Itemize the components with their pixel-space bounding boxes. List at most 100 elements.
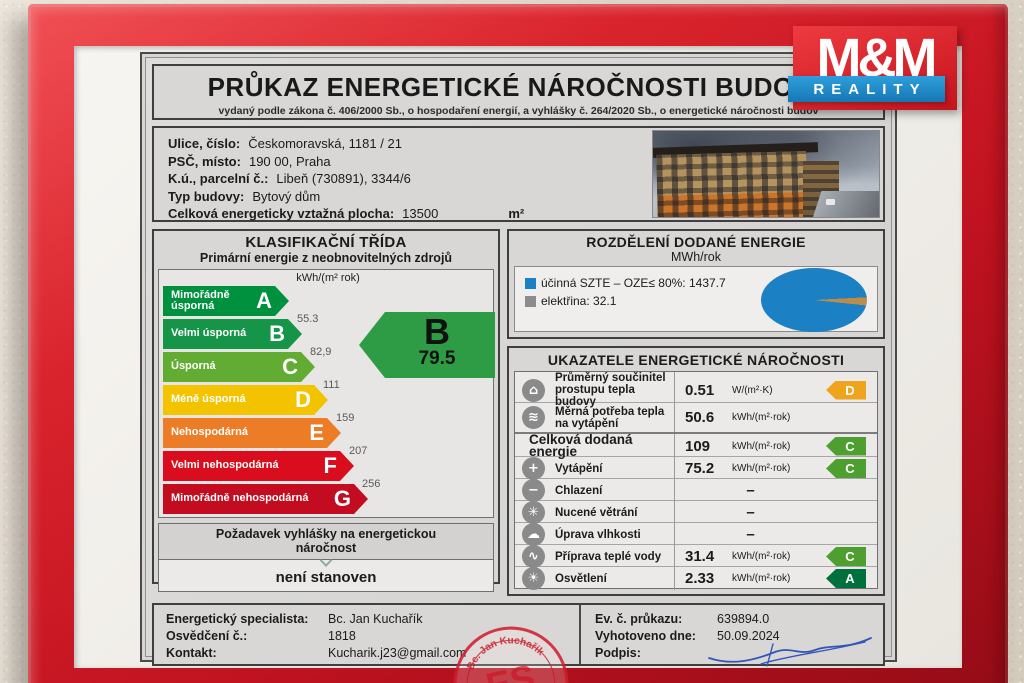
page-title: PRŮKAZ ENERGETICKÉ NÁROČNOSTI BUDOVY (207, 72, 830, 102)
classification-title: KLASIFIKAČNÍ TŘÍDA (245, 234, 407, 251)
delivered-energy-panel: ROZDĚLENÍ DODANÉ ENERGIE MWh/rok účinná … (507, 229, 885, 339)
info-row: PSČ, místo: 190 00, Praha (168, 153, 648, 171)
indicator-value: 50.6 (674, 403, 732, 432)
info-value: Českomoravská, 1181 / 21 (248, 136, 402, 151)
photo-facade (656, 151, 808, 217)
legend-label: účinná SZTE – OZE≤ 80%: 1437.7 (541, 276, 726, 290)
band-label: Méně úsporná (171, 393, 246, 406)
footer-label: Vyhotoveno dne: (595, 629, 696, 643)
energy-class-band-d: Méně úsporná D (163, 385, 328, 415)
indicator-label: Příprava teplé vody (555, 550, 662, 563)
band-label: Úsporná (171, 360, 216, 373)
table-row: + Vytápění 75.2 kWh/(m²·rok) C (515, 456, 877, 480)
requirement-label: Požadavek vyhlášky na energetickou nároč… (159, 524, 493, 560)
energy-rating-arrow: B 79.5 (359, 312, 495, 378)
footer-row: Vyhotoveno dne: 50.09.2024 (595, 628, 873, 645)
footer-value: Bc. Jan Kuchařík (328, 612, 423, 626)
classification-panel: KLASIFIKAČNÍ TŘÍDA Primární energie z ne… (152, 229, 500, 592)
energy-class-row-c: Úsporná C 111 (163, 352, 493, 391)
energy-class-row-b: Velmi úsporná B 82,9 (163, 319, 493, 358)
legend-item: účinná SZTE – OZE≤ 80%: 1437.7 (525, 276, 877, 290)
class-badge-d: D (826, 380, 866, 400)
indicator-value: 75.2 (674, 457, 732, 480)
band-label: Mimořádně úsporná (171, 288, 230, 312)
indicator-value: 2.33 (674, 567, 732, 590)
reality-banner: REALITY (788, 76, 945, 102)
building-photo (652, 130, 880, 218)
certificate-header: PRŮKAZ ENERGETICKÉ NÁROČNOSTI BUDOVY vyd… (152, 64, 885, 120)
band-letter: C (282, 354, 298, 379)
building-info-box: Ulice, číslo: Českomoravská, 1181 / 21 PS… (152, 126, 885, 222)
hot-water-icon: ∿ (522, 545, 545, 568)
indicators-title: UKAZATELE ENERGETICKÉ NÁROČNOSTI (547, 352, 845, 368)
info-label: PSČ, místo: (168, 153, 241, 169)
band-label: Mimořádně nehospodárná (171, 492, 309, 505)
delivered-energy-title: ROZDĚLENÍ DODANÉ ENERGIE (586, 234, 806, 250)
heating-demand-icon: ≋ (522, 406, 545, 429)
energy-certificate: PRŮKAZ ENERGETICKÉ NÁROČNOSTI BUDOVY vyd… (140, 52, 897, 683)
footer-row: Energetický specialista: Bc. Jan Kuchařík (166, 611, 569, 628)
band-threshold: 111 (323, 379, 340, 391)
requirement-box: Požadavek vyhlášky na energetickou nároč… (158, 523, 494, 592)
footer-label: Energetický specialista: (166, 612, 309, 626)
indicator-label: Celková dodaná energie (529, 432, 633, 459)
class-badge-c: C (826, 547, 866, 566)
issue-block: Ev. č. průkazu: 639894.0 Vyhotoveno dne: 5… (579, 605, 883, 667)
legend-label: elektřina: 32.1 (541, 294, 617, 308)
rating-value: 79.5 (418, 348, 456, 369)
photo-van (826, 199, 835, 205)
delivered-energy-header: ROZDĚLENÍ DODANÉ ENERGIE MWh/rok (509, 231, 883, 264)
house-u-icon: ⌂ (522, 378, 545, 402)
thermometer-plus-icon: + (522, 457, 545, 480)
band-label: Nehospodárná (171, 426, 249, 439)
classification-header: KLASIFIKAČNÍ TŘÍDA Primární energie z ne… (154, 231, 498, 267)
info-label: K.ú., parcelní č.: (168, 171, 269, 186)
indicator-unit: kWh/(m²·rok) (732, 573, 791, 584)
indicator-label: Průměrný součinitel prostupu tepla budov… (555, 372, 666, 408)
legend-swatch-gray (525, 295, 536, 307)
table-row: ∿ Příprava teplé vody 31.4 kWh/(m²·rok) … (515, 544, 877, 568)
indicators-table: ⌂ Průměrný součinitel prostupu tepla bud… (514, 371, 878, 590)
band-letter: B (269, 321, 285, 346)
footer-row: Podpis: (595, 645, 873, 662)
band-letter: G (333, 486, 351, 511)
thermometer-minus-icon: − (522, 479, 545, 502)
indicator-unit: kWh/(m²·rok) (732, 412, 791, 423)
band-letter: F (323, 453, 337, 478)
info-label: Typ budovy: (168, 188, 245, 204)
band-threshold: 55.3 (297, 313, 319, 325)
energy-class-band-a: Mimořádně úsporná A (163, 286, 289, 316)
specialist-block: Energetický specialista: Bc. Jan Kuchařík… (154, 605, 579, 664)
classification-subtitle: Primární energie z neobnovitelných zdroj… (199, 251, 453, 265)
band-threshold: 82,9 (310, 346, 332, 358)
info-value: Bytový dům (252, 188, 321, 204)
footer-row: Ev. č. průkazu: 639894.0 (595, 611, 873, 628)
table-row: ☁ Úprava vlhkosti – (515, 522, 877, 546)
page-subtitle: vydaný podle zákona č. 406/2000 Sb., o h… (218, 105, 819, 117)
footer-label: Ev. č. průkazu: (595, 612, 683, 626)
indicator-unit: kWh/(m²·rok) (732, 463, 791, 474)
class-badge-c: C (826, 436, 866, 456)
band-label: Velmi nehospodárná (171, 459, 279, 472)
indicator-unit: kWh/(m²·rok) (732, 440, 791, 452)
footer-value: 50.09.2024 (717, 629, 780, 643)
footer-label: Kontakt: (166, 646, 217, 660)
info-label: Ulice, číslo: (168, 136, 241, 151)
indicator-value: 0.51 (674, 372, 732, 408)
indicator-label: Měrná potřeba tepla na vytápění (555, 405, 665, 430)
table-row: ✳ Nucené větrání – (515, 500, 877, 524)
class-badge-a: A (826, 569, 866, 588)
pie-chart (761, 268, 867, 332)
energy-class-row-f: Velmi nehospodárná F 256 (163, 451, 493, 490)
indicators-panel: UKAZATELE ENERGETICKÉ NÁROČNOSTI ⌂ Průmě… (507, 346, 885, 596)
requirement-value: není stanoven (159, 554, 493, 591)
band-threshold: 207 (349, 445, 368, 457)
energy-class-band-f: Velmi nehospodárná F (163, 451, 354, 481)
energy-class-band-b: Velmi úsporná B (163, 319, 302, 349)
info-label: Celková energeticky vztažná plocha: (168, 206, 395, 221)
footer-label: Podpis: (595, 646, 641, 660)
energy-class-band-e: Nehospodárná E (163, 418, 341, 448)
mm-logo-text: M&M (816, 28, 938, 84)
indicator-value: – (674, 479, 826, 502)
legend-swatch-blue (525, 277, 536, 289)
